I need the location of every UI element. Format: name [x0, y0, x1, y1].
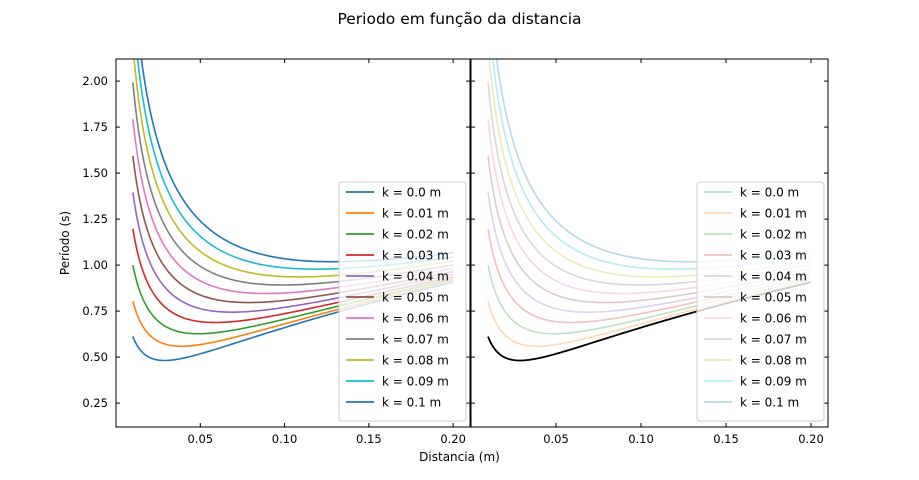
- legend-label: k = 0.03 m: [382, 249, 449, 263]
- x-tick-label: 0.20: [798, 432, 824, 446]
- y-tick-label: 1.25: [82, 212, 108, 226]
- legend-label: k = 0.04 m: [740, 270, 807, 284]
- x-axis-label: Distancia (m): [419, 450, 500, 464]
- legend: k = 0.0 m k = 0.01 m k = 0.02 m k = 0.03 m k…: [696, 181, 825, 422]
- left-plot-panel: 0.05 0.10 0.15 0.20 0.25 0.50 0.75 1.00 1.25 1.50…: [82, 58, 471, 446]
- y-tick-label: 1.00: [82, 258, 108, 272]
- x-tick-label: 0.05: [543, 432, 569, 446]
- y-tick-label: 0.75: [82, 304, 108, 318]
- x-tick-label: 0.05: [187, 432, 213, 446]
- legend-label: k = 0.1 m: [740, 396, 799, 410]
- legend-label: k = 0.07 m: [382, 333, 449, 347]
- legend-label: k = 0.01 m: [382, 207, 449, 221]
- x-tick-label: 0.15: [356, 432, 382, 446]
- legend-label: k = 0.07 m: [740, 333, 807, 347]
- x-tick-label: 0.10: [272, 432, 298, 446]
- legend-label: k = 0.01 m: [740, 207, 807, 221]
- y-tick-label: 1.50: [82, 166, 108, 180]
- x-tick-label: 0.20: [440, 432, 466, 446]
- legend-label: k = 0.09 m: [382, 375, 449, 389]
- legend-label: k = 0.06 m: [382, 312, 449, 326]
- right-plot-panel: 0.05 0.10 0.15 0.20k = 0.0 mk = 0.01 mk = 0…: [470, 58, 829, 446]
- legend-label: k = 0.02 m: [740, 228, 807, 242]
- legend-label: k = 0.0 m: [382, 186, 441, 200]
- y-tick-label: 2.00: [82, 74, 108, 88]
- legend: k = 0.0 m k = 0.01 m k = 0.02 m k = 0.03 m k…: [338, 181, 467, 422]
- legend-label: k = 0.02 m: [382, 228, 449, 242]
- axes-frame: [470, 58, 829, 428]
- y-tick-label: 0.25: [82, 396, 108, 410]
- legend-label: k = 0.09 m: [740, 375, 807, 389]
- legend-label: k = 0.1 m: [382, 396, 441, 410]
- y-tick-label: 0.50: [82, 350, 108, 364]
- legend-label: k = 0.05 m: [382, 291, 449, 305]
- legend-label: k = 0.0 m: [740, 186, 799, 200]
- legend-label: k = 0.04 m: [382, 270, 449, 284]
- legend-label: k = 0.06 m: [740, 312, 807, 326]
- axes-frame: [115, 58, 471, 428]
- legend-label: k = 0.05 m: [740, 291, 807, 305]
- x-tick-label: 0.15: [713, 432, 739, 446]
- legend-label: k = 0.03 m: [740, 249, 807, 263]
- legend-label: k = 0.08 m: [740, 354, 807, 368]
- y-axis-label: Período (s): [58, 211, 72, 275]
- legend-label: k = 0.08 m: [382, 354, 449, 368]
- x-tick-label: 0.10: [628, 432, 654, 446]
- y-tick-label: 1.75: [82, 120, 108, 134]
- figure-title: Periodo em função da distancia: [337, 10, 581, 28]
